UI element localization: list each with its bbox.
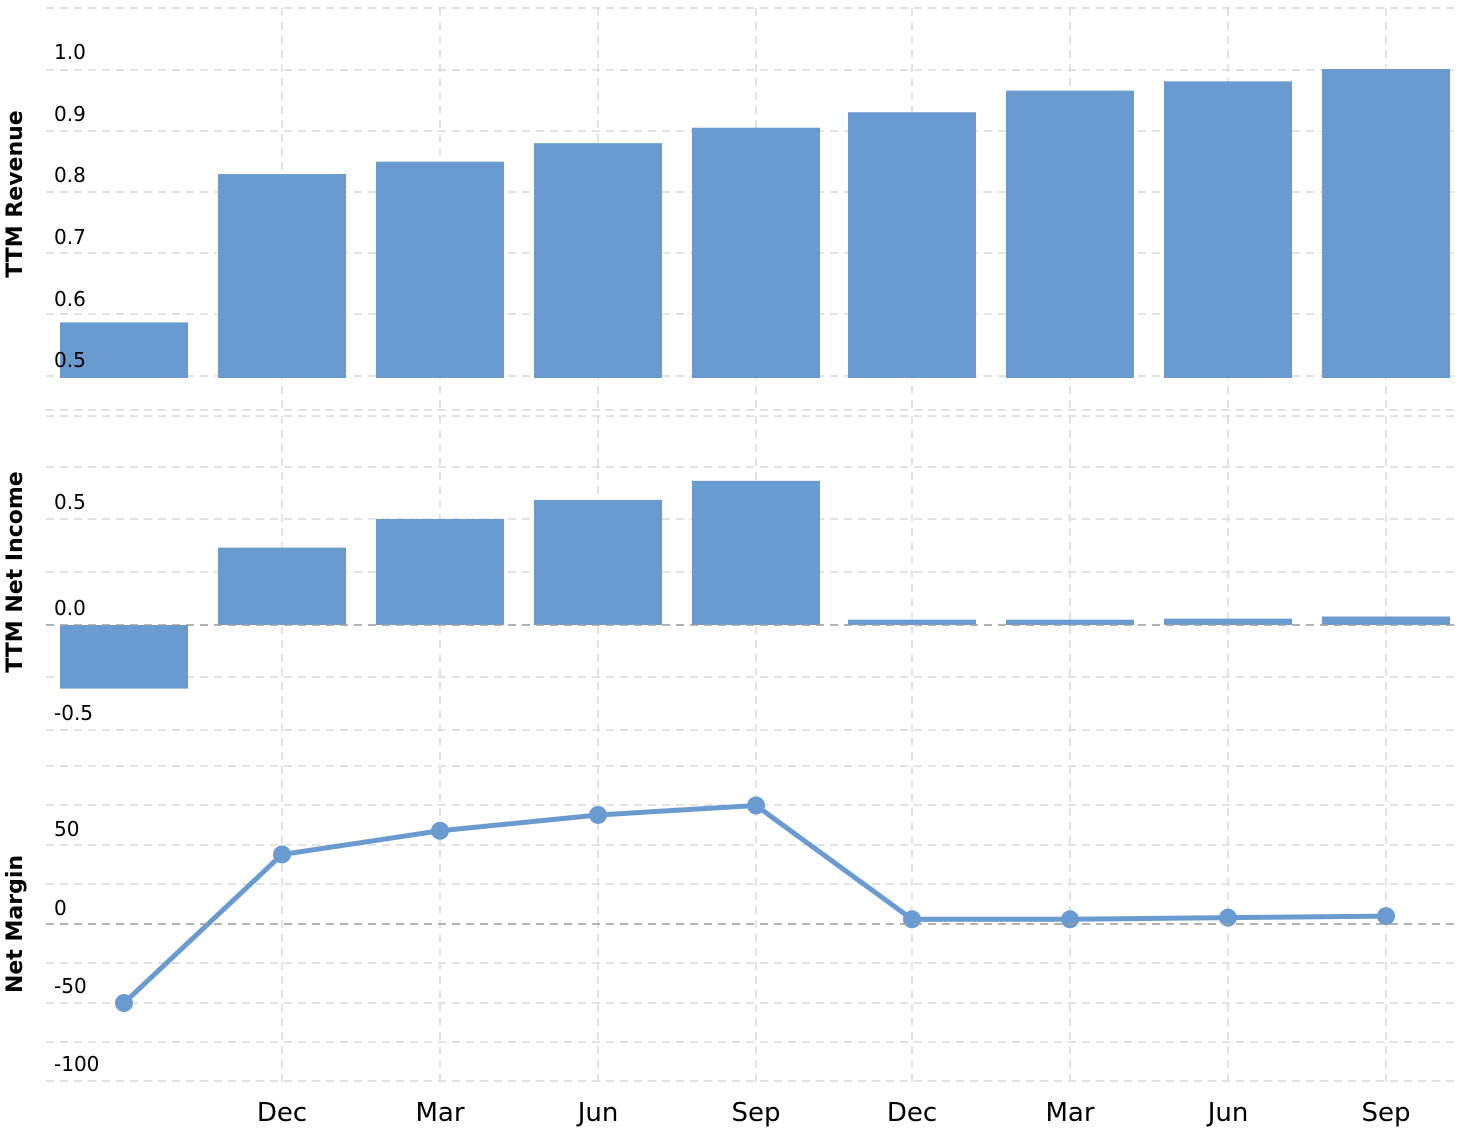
y-tick-label: -0.5 — [54, 701, 93, 725]
bar — [1164, 81, 1292, 379]
data-point — [115, 994, 133, 1012]
x-tick-label: Jun — [576, 1098, 619, 1128]
bar — [1164, 618, 1292, 625]
y-tick-label: 0.9 — [54, 102, 86, 126]
bar — [1322, 616, 1450, 625]
bar — [218, 174, 346, 378]
net-margin-line — [122, 803, 1387, 1005]
x-tick-label: Mar — [1045, 1098, 1094, 1128]
data-point — [1377, 907, 1395, 926]
y-tick-label: 0.5 — [54, 348, 86, 372]
bar — [534, 143, 662, 378]
y-tick-label: 0.5 — [54, 490, 86, 514]
bar — [218, 547, 346, 625]
bar — [848, 112, 976, 378]
bar — [1006, 619, 1134, 625]
data-point — [431, 821, 449, 840]
marks-layer — [46, 69, 1458, 1012]
bar — [692, 480, 820, 625]
x-tick-label: Mar — [415, 1098, 464, 1128]
bar — [60, 322, 188, 378]
y-tick-label: 0.0 — [54, 596, 86, 620]
y-tick-label: 50 — [54, 817, 79, 841]
y-tick-label: 0 — [54, 896, 67, 920]
bar — [60, 625, 188, 689]
y-tick-label: 0.6 — [54, 287, 86, 311]
y-tick-label: 1.0 — [54, 40, 86, 64]
y-axis-title: Net Margin — [3, 855, 28, 993]
x-tick-label: Dec — [887, 1098, 937, 1128]
bar — [376, 161, 504, 378]
data-point — [589, 805, 607, 824]
data-point — [273, 845, 291, 864]
bar — [1006, 90, 1134, 378]
data-point — [747, 796, 765, 815]
y-tick-label: 0.7 — [54, 225, 86, 249]
data-point — [1061, 910, 1079, 929]
bar — [376, 519, 504, 625]
bar — [1322, 69, 1450, 378]
data-point — [903, 910, 921, 929]
y-axis-title: TTM Revenue — [3, 110, 28, 277]
y-tick-label: -50 — [54, 974, 87, 998]
x-tick-label: Jun — [1206, 1098, 1249, 1128]
y-axis-title: TTM Net Income — [3, 471, 28, 672]
x-tick-label: Sep — [1361, 1098, 1410, 1128]
x-tick-label: Sep — [731, 1098, 780, 1128]
bar — [848, 619, 976, 625]
data-point — [1219, 908, 1237, 927]
y-tick-label: 0.8 — [54, 163, 86, 187]
x-tick-label: Dec — [257, 1098, 307, 1128]
text-layer: 0.5 0.6 0.7 0.8 0.9 1.0 TTM Revenue -0.5 0.0 0.5 T… — [3, 40, 1411, 1128]
y-tick-label: -100 — [54, 1052, 99, 1076]
bar — [692, 127, 820, 379]
bar — [534, 499, 662, 625]
